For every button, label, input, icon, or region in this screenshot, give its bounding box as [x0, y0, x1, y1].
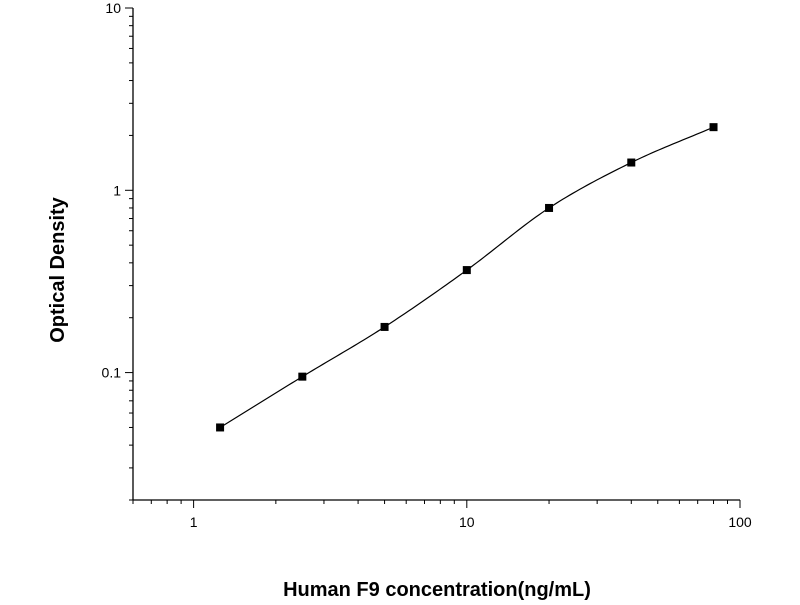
data-point-square [462, 266, 471, 275]
data-points [216, 123, 718, 432]
data-point-square [709, 123, 718, 132]
x-axis-title: Human F9 concentration(ng/mL) [283, 579, 591, 600]
y-tick-label: 0.1 [102, 365, 122, 381]
y-tick-label: 10 [105, 0, 121, 16]
data-point-square [627, 158, 636, 167]
axes [132, 8, 740, 501]
data-point-square [216, 423, 225, 432]
x-tick-label: 1 [190, 514, 198, 530]
y-axis-title: Optical Density [47, 196, 69, 342]
data-point-square [380, 322, 389, 331]
x-tick-label: 100 [728, 514, 752, 530]
x-tick-label: 10 [459, 514, 475, 530]
data-point-square [298, 372, 307, 381]
data-point-square [545, 203, 554, 212]
ticks: 1 10 100 0.1 1 10 [102, 0, 752, 530]
y-tick-label: 1 [113, 182, 121, 198]
fit-curve [219, 126, 714, 428]
fit-curve-layer [219, 126, 714, 428]
